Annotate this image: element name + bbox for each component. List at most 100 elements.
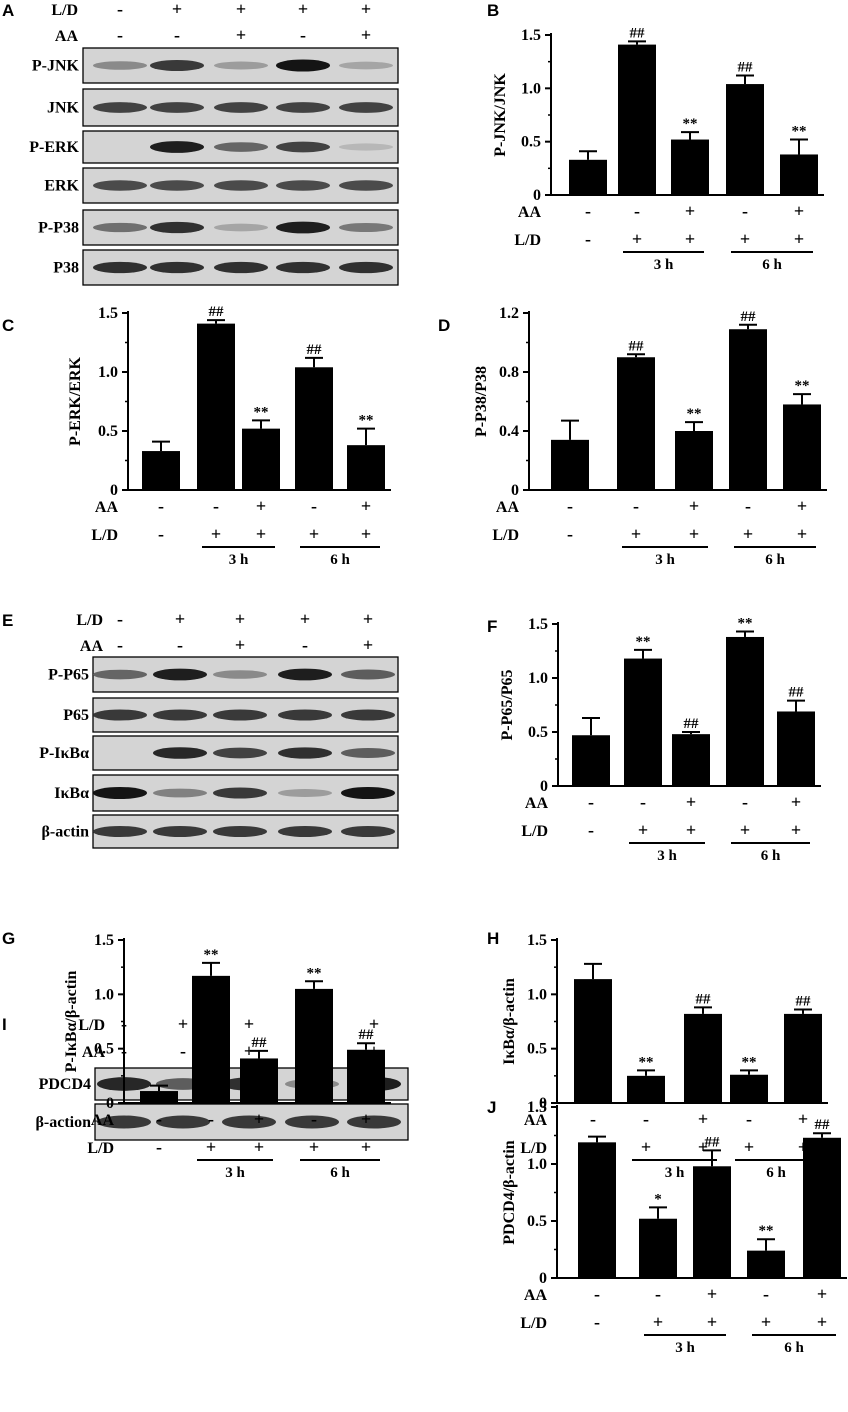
panel-letter: B xyxy=(487,1,499,20)
ld-sign: + xyxy=(206,1137,216,1157)
panel-letter: F xyxy=(487,617,497,636)
aa-sign: - xyxy=(208,1109,214,1129)
y-tick-label: 1.5 xyxy=(521,27,541,44)
aa-sign: + xyxy=(686,792,696,812)
blot-band xyxy=(93,786,147,800)
ld-sign: + xyxy=(178,1014,188,1034)
aa-sign: - xyxy=(117,635,123,655)
significance-mark: ** xyxy=(307,965,322,981)
significance-mark: ** xyxy=(792,124,807,140)
ld-sign: + xyxy=(236,0,246,19)
panel-letter: H xyxy=(487,929,499,948)
aa-sign: + xyxy=(791,792,801,812)
significance-mark: ## xyxy=(209,304,225,320)
bar xyxy=(578,1142,616,1278)
blot-band xyxy=(278,709,332,721)
bar xyxy=(242,428,280,490)
blot-row: P-P38 xyxy=(38,209,399,246)
ld-sign: + xyxy=(631,524,641,544)
blot-band xyxy=(339,143,393,151)
blot-band xyxy=(153,709,207,721)
panel-letter: J xyxy=(487,1098,496,1117)
ld-sign: + xyxy=(309,1137,319,1157)
aa-sign: - xyxy=(742,201,748,221)
y-tick-label: 0.5 xyxy=(527,1213,547,1230)
bar xyxy=(551,439,589,490)
bar xyxy=(192,975,230,1103)
group-label: 6 h xyxy=(765,552,785,568)
blot-row-label: P38 xyxy=(53,260,79,277)
ld-label: L/D xyxy=(521,823,548,840)
blot-band xyxy=(347,1115,401,1129)
blot-row: P-P65 xyxy=(48,656,399,693)
aa-label: AA xyxy=(95,499,119,516)
blot-row: JNK xyxy=(47,88,399,127)
aa-sign: - xyxy=(745,496,751,516)
y-tick-label: 1.0 xyxy=(528,670,548,687)
bar xyxy=(693,1166,731,1278)
group-label: 3 h xyxy=(657,848,677,864)
aa-sign: - xyxy=(585,201,591,221)
significance-mark: ## xyxy=(738,60,754,76)
aa-sign: + xyxy=(707,1284,717,1304)
ld-sign: + xyxy=(361,0,371,19)
ld-sign: + xyxy=(256,524,266,544)
ld-sign: + xyxy=(244,1014,254,1034)
y-axis-label: P-JNK/JNK xyxy=(492,73,509,157)
panel-letter: D xyxy=(438,316,450,335)
y-tick-label: 0 xyxy=(533,187,541,204)
bar xyxy=(784,1013,822,1103)
blot-band xyxy=(341,786,395,800)
bar xyxy=(574,979,612,1103)
blot-band xyxy=(285,1115,339,1129)
ld-sign: + xyxy=(254,1137,264,1157)
bar xyxy=(295,367,333,490)
panel-letter: I xyxy=(2,1015,7,1034)
blot-row: β-actin xyxy=(41,814,399,849)
aa-sign: - xyxy=(763,1284,769,1304)
significance-mark: ## xyxy=(815,1117,831,1133)
ld-sign: + xyxy=(761,1312,771,1332)
blot-band xyxy=(339,261,393,274)
aa-sign: - xyxy=(633,496,639,516)
significance-mark: ** xyxy=(759,1223,774,1239)
y-tick-label: 1.5 xyxy=(528,616,548,633)
blot-band xyxy=(93,261,147,274)
bar xyxy=(747,1250,785,1278)
aa-label: AA xyxy=(524,1112,548,1129)
ld-sign: + xyxy=(794,229,804,249)
y-tick-label: 0 xyxy=(110,482,118,499)
chart-panel-j: J 0 0.5 1.0 1.5 PDCD4/β-actin * ## ** ## AA L/D - - - +… xyxy=(487,1098,847,1356)
ld-sign: + xyxy=(172,0,182,19)
blot-band xyxy=(222,1115,276,1129)
aa-sign: - xyxy=(634,201,640,221)
y-tick-label: 0.5 xyxy=(527,1041,547,1058)
blot-band xyxy=(276,141,330,153)
blot-band xyxy=(153,826,207,837)
blot-row-label: P65 xyxy=(63,707,89,724)
y-tick-label: 1.5 xyxy=(94,932,114,949)
blot-band xyxy=(93,709,147,721)
y-axis-label: P-P38/P38 xyxy=(473,366,490,437)
blot-band xyxy=(93,102,147,113)
bar xyxy=(777,711,815,786)
blot-row-label: β-actin xyxy=(41,824,89,841)
blot-band xyxy=(278,826,332,837)
blot-band xyxy=(278,747,332,759)
bar xyxy=(627,1075,665,1103)
blot-panel-a: A L/D AA - - + - + + + - + + P-JNK JNK P-ERK ERK P-P38 P38 xyxy=(2,0,399,286)
ld-sign: + xyxy=(309,524,319,544)
y-tick-label: 0 xyxy=(539,1270,547,1287)
aa-sign: - xyxy=(177,635,183,655)
aa-sign: + xyxy=(361,25,371,45)
aa-sign: - xyxy=(588,792,594,812)
blot-band xyxy=(214,142,268,152)
ld-label: L/D xyxy=(51,2,78,19)
significance-mark: ** xyxy=(359,413,374,429)
aa-sign: + xyxy=(235,635,245,655)
significance-mark: ## xyxy=(307,342,323,358)
ld-label: L/D xyxy=(492,527,519,544)
bar xyxy=(726,636,764,786)
aa-sign: + xyxy=(698,1109,708,1129)
blot-band xyxy=(276,102,330,113)
